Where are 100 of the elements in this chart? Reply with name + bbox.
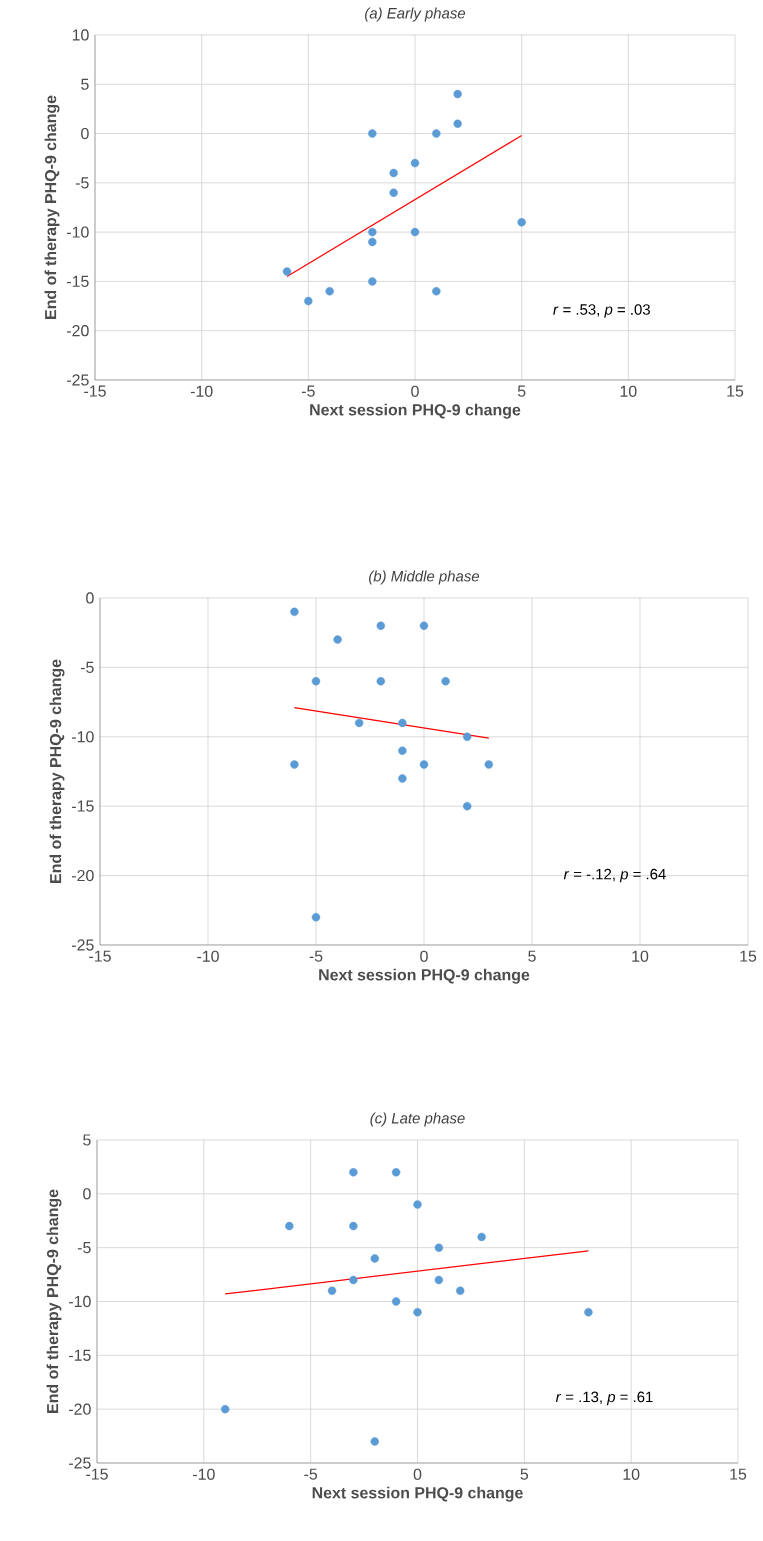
- point: [517, 218, 526, 227]
- point: [290, 760, 299, 769]
- y-tick-label: -5: [77, 1242, 91, 1254]
- y-tick-label: -25: [67, 374, 89, 386]
- point: [282, 267, 292, 276]
- point: [376, 677, 385, 686]
- y-tick-label: 5: [81, 78, 89, 90]
- point: [376, 621, 385, 630]
- point: [368, 277, 377, 286]
- point: [389, 168, 398, 178]
- point: [389, 188, 398, 197]
- point: [453, 119, 462, 128]
- point: [370, 1254, 379, 1263]
- point: [370, 1437, 379, 1446]
- y-tick-label: 5: [83, 1134, 91, 1146]
- x-axis-title: Next session PHQ-9 change: [310, 403, 521, 419]
- x-tick-label: 5: [520, 1468, 529, 1480]
- y-axis-title: End of therapy PHQ-9 change: [44, 95, 60, 319]
- x-tick-label: 10: [623, 1468, 640, 1480]
- y-tick-label: 10: [72, 29, 89, 41]
- annotation: r = .13, p = .61: [555, 1391, 653, 1406]
- x-axis-title: Next session PHQ-9 change: [319, 968, 530, 984]
- point: [311, 913, 321, 922]
- y-tick-label: -10: [72, 731, 94, 743]
- point: [432, 129, 441, 138]
- point: [434, 1243, 444, 1252]
- x-tick-label: 15: [730, 1468, 747, 1480]
- point: [349, 1168, 358, 1177]
- x-tick-label: 0: [413, 1468, 422, 1480]
- y-tick-label: -25: [69, 1457, 91, 1469]
- y-tick-label: 0: [81, 127, 89, 140]
- point: [456, 1286, 465, 1295]
- point: [463, 732, 472, 741]
- y-tick-label: -20: [72, 869, 94, 882]
- x-tick-label: -10: [193, 1468, 215, 1480]
- point: [325, 287, 334, 296]
- y-tick-label: -5: [75, 177, 89, 189]
- x-axis-title: Next session PHQ-9 change: [312, 1486, 523, 1502]
- point: [333, 635, 342, 644]
- point: [434, 1275, 444, 1285]
- point: [290, 607, 299, 617]
- x-tick-label: -5: [304, 1468, 318, 1480]
- y-tick-label: -15: [67, 275, 89, 287]
- chart-title: (a) Early phase: [365, 7, 466, 22]
- point: [453, 89, 462, 99]
- y-axis-title: End of therapy PHQ-9 change: [46, 1189, 62, 1413]
- y-tick-label: -10: [69, 1295, 91, 1308]
- annotation: r = -.12, p = .64: [563, 868, 666, 883]
- y-tick-label: -10: [67, 226, 89, 238]
- point: [398, 774, 407, 783]
- y-tick-label: -15: [69, 1349, 91, 1361]
- point: [221, 1404, 230, 1414]
- x-tick-label: 0: [411, 385, 419, 397]
- x-tick-label: 10: [620, 385, 637, 397]
- point: [584, 1308, 593, 1317]
- chart-title: (c) Late phase: [370, 1112, 465, 1127]
- point: [413, 1308, 422, 1317]
- x-tick-label: 0: [420, 950, 428, 962]
- y-tick-label: 0: [83, 1188, 91, 1200]
- point: [410, 227, 420, 237]
- x-tick-label: -10: [190, 385, 213, 397]
- point: [304, 296, 313, 306]
- y-axis-title: End of therapy PHQ-9 change: [49, 659, 65, 883]
- x-tick-label: 5: [517, 385, 526, 397]
- point: [419, 760, 429, 769]
- point: [463, 801, 472, 811]
- point: [413, 1200, 422, 1209]
- x-tick-label: 5: [528, 950, 536, 962]
- x-tick-label: -10: [197, 950, 219, 962]
- y-tick-label: -15: [72, 800, 94, 812]
- point: [368, 237, 377, 247]
- y-tick-label: -20: [67, 325, 89, 337]
- point: [285, 1221, 294, 1231]
- point: [398, 718, 407, 728]
- point: [432, 287, 441, 296]
- point: [368, 227, 377, 237]
- chart-title: (b) Middle phase: [369, 570, 480, 585]
- y-tick-label: 0: [86, 592, 94, 604]
- point: [477, 1232, 486, 1242]
- point: [368, 129, 377, 138]
- point: [349, 1221, 358, 1231]
- annotation: r = .53, p = .03: [553, 304, 650, 318]
- point: [355, 718, 364, 728]
- x-tick-label: -5: [301, 385, 315, 397]
- point: [327, 1286, 337, 1295]
- point: [441, 677, 450, 686]
- y-tick-label: -20: [69, 1403, 91, 1415]
- point: [349, 1275, 358, 1285]
- point: [410, 158, 420, 168]
- x-tick-label: 10: [632, 950, 649, 962]
- point: [391, 1297, 401, 1306]
- y-tick-label: -25: [72, 939, 94, 951]
- point: [484, 760, 493, 769]
- x-tick-label: -5: [309, 950, 323, 962]
- x-tick-label: 15: [727, 385, 744, 397]
- point: [311, 677, 321, 686]
- y-tick-label: -5: [80, 661, 94, 673]
- point: [419, 621, 429, 630]
- point: [391, 1168, 401, 1177]
- x-tick-label: 15: [740, 950, 757, 962]
